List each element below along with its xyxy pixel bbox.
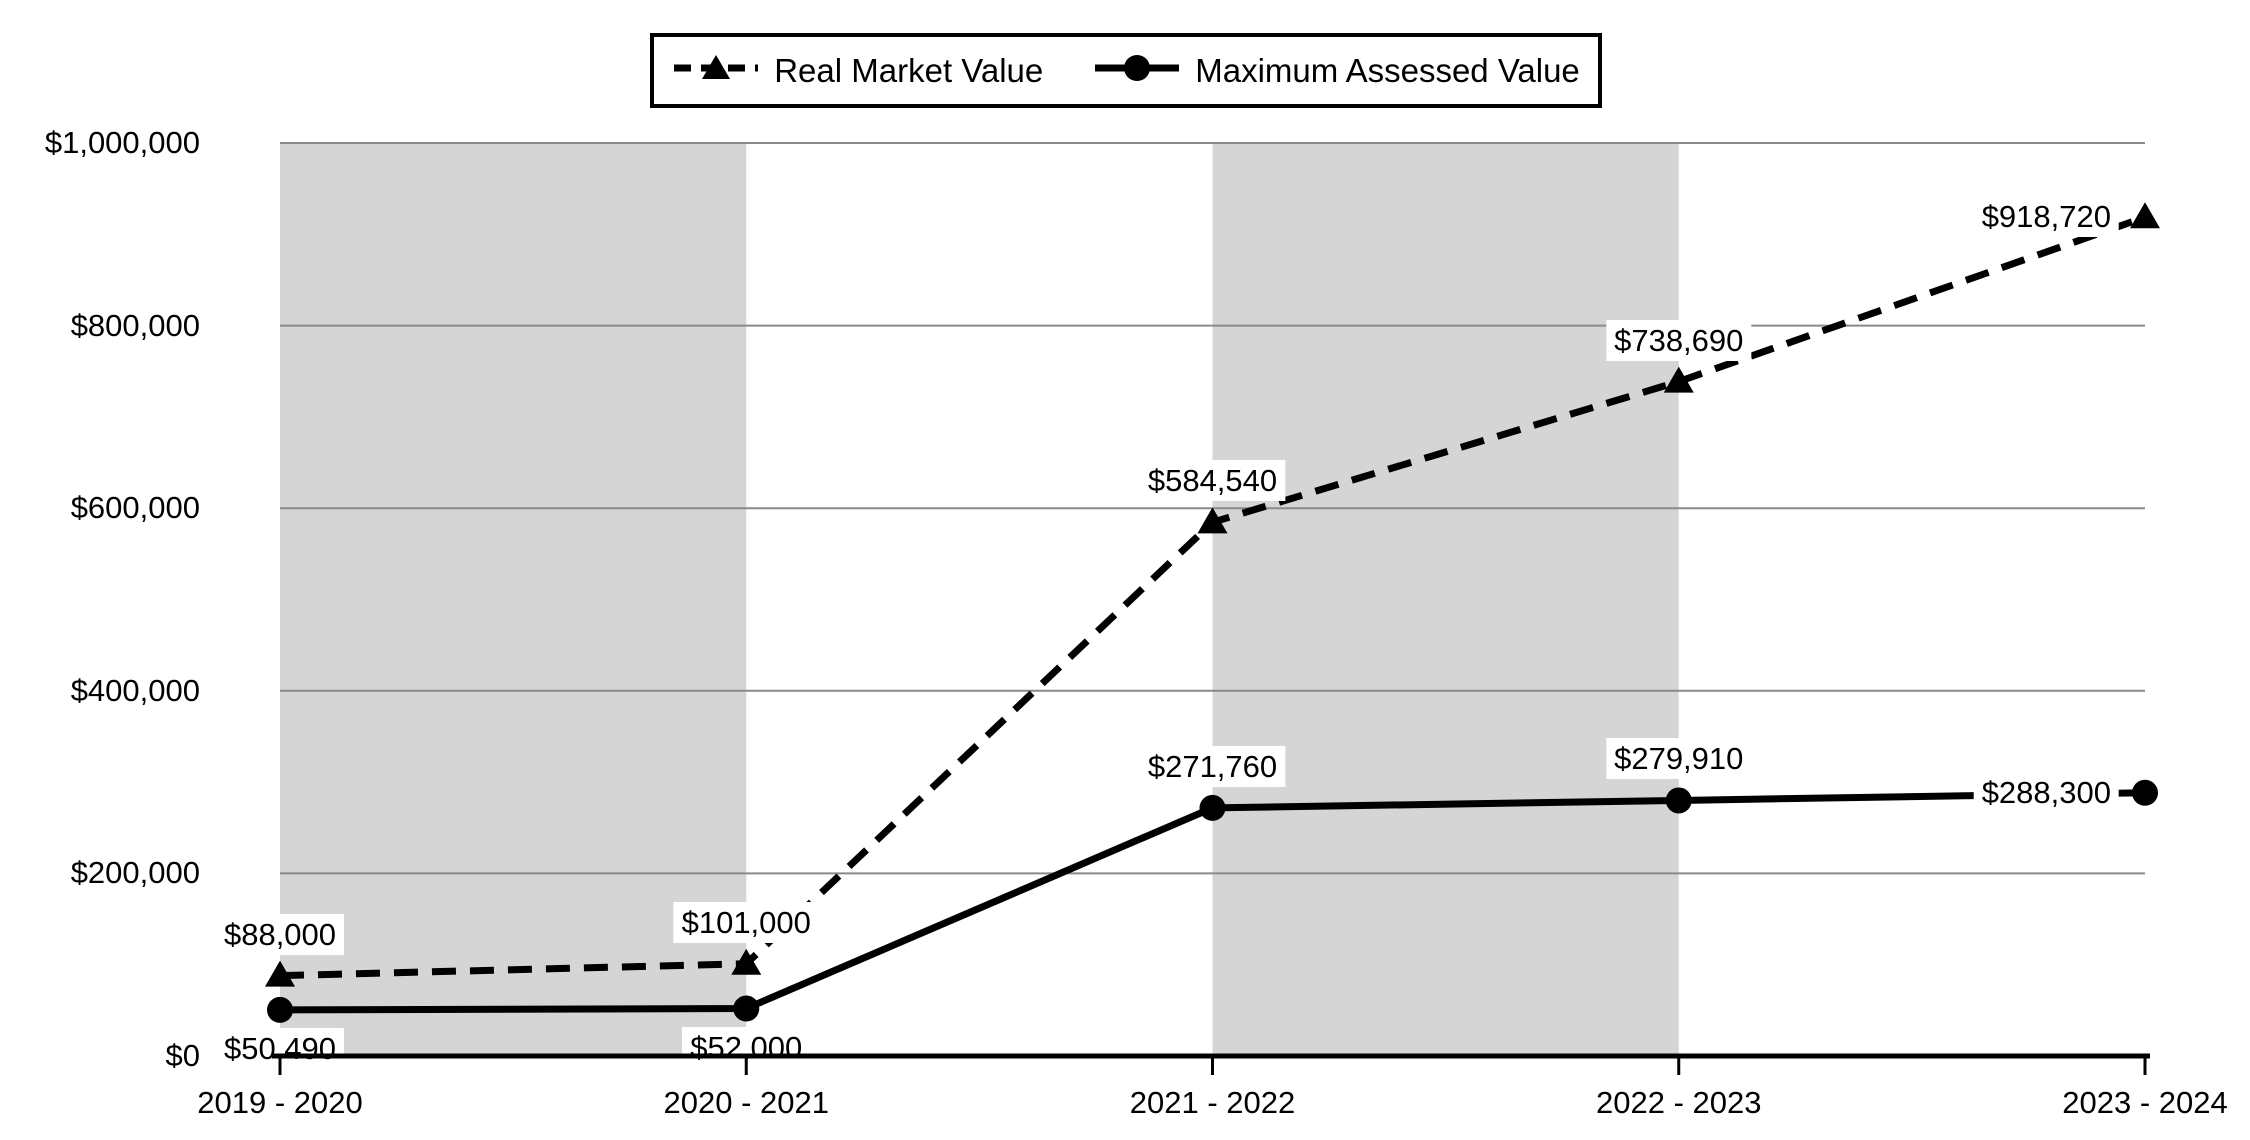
triangle-marker [265, 960, 295, 987]
shaded-band [280, 143, 747, 1056]
x-axis-tick-label: 2022 - 2023 [1596, 1085, 1762, 1120]
legend: Real Market Value Maximum Assessed Value [650, 33, 1602, 108]
x-axis-tick-label: 2020 - 2021 [663, 1085, 829, 1120]
y-axis-tick-label: $400,000 [70, 672, 200, 708]
y-axis-tick-label: $600,000 [70, 490, 200, 526]
solid-line-circle-marker-icon [1093, 52, 1181, 89]
circle-marker [1199, 794, 1226, 821]
circle-marker [267, 996, 293, 1023]
legend-item-real-market-value: Real Market Value [672, 52, 1043, 90]
circle-marker [1665, 787, 1692, 814]
legend-label-maximum-assessed-value: Maximum Assessed Value [1195, 51, 1580, 89]
shaded-band [1212, 143, 1679, 1056]
triangle-marker [2130, 202, 2160, 229]
data-label: $738,690 [1606, 319, 1752, 361]
circle-marker [733, 995, 760, 1022]
triangle-marker [731, 948, 762, 975]
x-axis-tick-label: 2021 - 2022 [1129, 1085, 1296, 1120]
triangle-marker [1663, 366, 1694, 393]
x-axis-tick-label: 2019 - 2020 [197, 1085, 363, 1120]
legend-label-real-market-value: Real Market Value [774, 51, 1044, 89]
circle-marker [2132, 779, 2158, 806]
y-axis-tick-label: $0 [165, 1038, 200, 1073]
y-axis-tick-label: $1,000,000 [44, 125, 200, 160]
legend-item-maximum-assessed-value: Maximum Assessed Value [1093, 52, 1580, 90]
data-label: $88,000 [215, 913, 345, 955]
data-label: $101,000 [673, 901, 819, 943]
data-label: $50,490 [215, 1027, 345, 1069]
triangle-marker [1197, 507, 1228, 534]
data-label: $288,300 [1973, 771, 2119, 813]
dashed-line-triangle-marker-icon [672, 52, 760, 89]
data-label: $918,720 [1973, 196, 2119, 238]
y-axis-tick-label: $200,000 [70, 855, 200, 891]
x-axis-tick-label: 2023 - 2024 [2062, 1085, 2228, 1120]
y-axis-tick-label: $800,000 [70, 307, 200, 343]
data-label: $279,910 [1606, 738, 1752, 780]
data-label: $271,760 [1139, 745, 1286, 787]
data-label: $52,000 [682, 1026, 811, 1068]
data-label: $584,540 [1139, 460, 1286, 502]
